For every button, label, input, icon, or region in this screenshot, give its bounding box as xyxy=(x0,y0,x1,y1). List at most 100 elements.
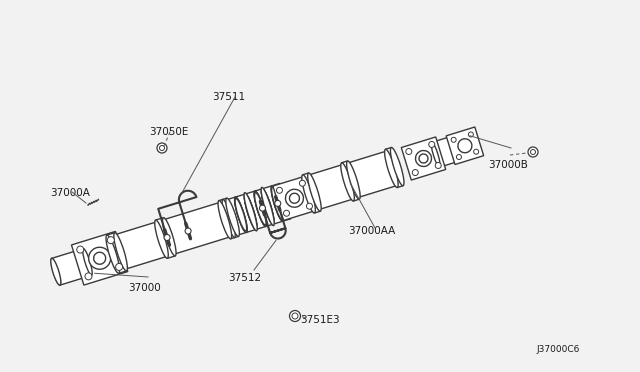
Circle shape xyxy=(275,201,281,206)
Ellipse shape xyxy=(93,252,106,264)
Polygon shape xyxy=(223,197,246,236)
Ellipse shape xyxy=(261,187,274,226)
Ellipse shape xyxy=(285,189,303,207)
Ellipse shape xyxy=(415,151,431,167)
Circle shape xyxy=(185,228,191,234)
Circle shape xyxy=(451,137,456,142)
Circle shape xyxy=(474,149,479,154)
Polygon shape xyxy=(446,127,484,164)
Ellipse shape xyxy=(114,232,127,271)
Polygon shape xyxy=(306,150,399,210)
Ellipse shape xyxy=(254,191,267,227)
Ellipse shape xyxy=(51,258,61,285)
Circle shape xyxy=(77,246,84,253)
Circle shape xyxy=(300,180,305,186)
Text: 37050E: 37050E xyxy=(149,127,188,137)
Text: 37512: 37512 xyxy=(228,273,261,283)
Circle shape xyxy=(276,187,282,193)
Ellipse shape xyxy=(223,201,235,236)
Circle shape xyxy=(468,132,474,137)
Ellipse shape xyxy=(305,176,317,210)
Circle shape xyxy=(259,205,266,211)
Ellipse shape xyxy=(244,194,257,230)
Circle shape xyxy=(429,141,435,147)
Ellipse shape xyxy=(289,193,300,203)
Circle shape xyxy=(164,234,170,240)
Polygon shape xyxy=(156,218,175,258)
Ellipse shape xyxy=(278,183,291,219)
Circle shape xyxy=(435,163,441,169)
Ellipse shape xyxy=(244,194,257,230)
Text: J37000C6: J37000C6 xyxy=(536,345,580,354)
Polygon shape xyxy=(72,231,128,285)
Text: 37000A: 37000A xyxy=(50,188,90,198)
Ellipse shape xyxy=(111,236,123,270)
Ellipse shape xyxy=(155,220,168,258)
Circle shape xyxy=(159,145,164,151)
Ellipse shape xyxy=(308,173,321,211)
Circle shape xyxy=(412,170,419,176)
Circle shape xyxy=(108,237,115,244)
Circle shape xyxy=(157,143,167,153)
Ellipse shape xyxy=(453,135,462,160)
Circle shape xyxy=(456,154,461,160)
Circle shape xyxy=(85,273,92,280)
Ellipse shape xyxy=(271,187,283,220)
Polygon shape xyxy=(52,248,92,285)
Ellipse shape xyxy=(347,161,360,199)
Ellipse shape xyxy=(271,186,284,221)
Ellipse shape xyxy=(255,192,266,225)
Ellipse shape xyxy=(261,189,274,224)
Text: 37511: 37511 xyxy=(212,92,245,102)
Circle shape xyxy=(292,313,298,319)
Polygon shape xyxy=(401,137,445,180)
Text: 3751E3: 3751E3 xyxy=(300,315,340,325)
Polygon shape xyxy=(255,189,273,227)
Circle shape xyxy=(307,203,312,209)
Ellipse shape xyxy=(271,186,284,221)
Circle shape xyxy=(116,263,123,270)
Ellipse shape xyxy=(385,149,398,187)
Ellipse shape xyxy=(302,175,316,213)
Polygon shape xyxy=(236,194,256,232)
Ellipse shape xyxy=(106,235,120,273)
Polygon shape xyxy=(432,135,461,167)
Circle shape xyxy=(289,311,301,321)
Ellipse shape xyxy=(458,139,472,153)
Polygon shape xyxy=(385,147,403,187)
Polygon shape xyxy=(303,173,320,213)
Ellipse shape xyxy=(235,197,247,232)
Ellipse shape xyxy=(388,150,401,185)
Text: 37000: 37000 xyxy=(128,283,161,293)
Ellipse shape xyxy=(235,199,246,231)
Ellipse shape xyxy=(235,197,247,232)
Polygon shape xyxy=(219,198,239,239)
Ellipse shape xyxy=(83,248,92,275)
Ellipse shape xyxy=(163,218,176,256)
Polygon shape xyxy=(273,176,316,221)
Circle shape xyxy=(406,148,412,154)
Polygon shape xyxy=(272,183,290,221)
Circle shape xyxy=(531,150,536,154)
Ellipse shape xyxy=(419,154,428,163)
Ellipse shape xyxy=(390,147,404,186)
Ellipse shape xyxy=(222,199,236,238)
Ellipse shape xyxy=(261,189,274,224)
Text: 37000B: 37000B xyxy=(488,160,528,170)
Ellipse shape xyxy=(431,142,440,167)
Polygon shape xyxy=(342,161,359,201)
Ellipse shape xyxy=(218,201,232,239)
Ellipse shape xyxy=(223,201,235,236)
Ellipse shape xyxy=(254,191,267,227)
Ellipse shape xyxy=(89,247,111,269)
Polygon shape xyxy=(245,191,266,230)
Ellipse shape xyxy=(244,193,257,231)
Polygon shape xyxy=(111,201,234,270)
Ellipse shape xyxy=(51,258,61,285)
Ellipse shape xyxy=(226,198,239,237)
Polygon shape xyxy=(107,233,127,273)
Ellipse shape xyxy=(340,163,355,201)
Polygon shape xyxy=(262,186,283,224)
Circle shape xyxy=(528,147,538,157)
Circle shape xyxy=(284,210,289,216)
